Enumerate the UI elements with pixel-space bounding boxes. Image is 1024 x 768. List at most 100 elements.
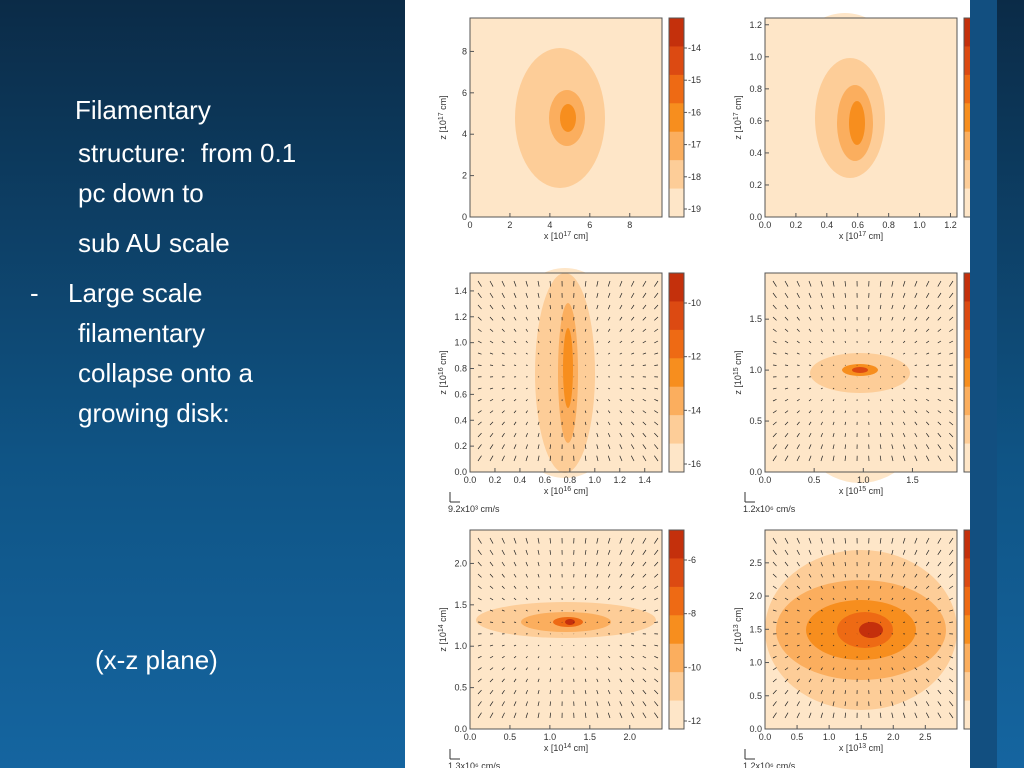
velocity-vector xyxy=(820,444,823,450)
velocity-vector xyxy=(501,549,505,555)
velocity-vector xyxy=(772,573,777,578)
velocity-vector xyxy=(513,352,517,355)
velocity-vector xyxy=(949,280,954,287)
velocity-vector xyxy=(914,689,918,695)
y-tick-label: 0.6 xyxy=(749,116,762,126)
velocity-vector xyxy=(654,689,659,695)
velocity-vector xyxy=(796,644,800,647)
plot-frame xyxy=(764,17,958,218)
velocity-vector xyxy=(596,609,599,612)
velocity-vector xyxy=(513,537,517,544)
velocity-vector xyxy=(630,304,635,310)
velocity-vector xyxy=(879,421,882,426)
velocity-vector xyxy=(926,609,930,612)
velocity-vector xyxy=(584,701,587,707)
label-part: z [10 xyxy=(438,120,448,140)
velocity-vector xyxy=(525,328,528,332)
velocity-vector xyxy=(525,712,528,719)
colorbar-segment xyxy=(669,700,684,730)
colorbar-segment xyxy=(669,329,684,359)
velocity-vector xyxy=(844,433,846,438)
velocity-vector xyxy=(902,421,906,426)
velocity-vector xyxy=(525,667,528,671)
velocity-vector xyxy=(489,537,494,544)
velocity-vector xyxy=(796,689,800,695)
velocity-vector xyxy=(642,644,647,647)
velocity-vector xyxy=(832,352,835,355)
contour xyxy=(852,367,868,373)
y-tick-label: 0.8 xyxy=(454,364,467,374)
velocity-vector xyxy=(596,712,599,719)
velocity-vector xyxy=(642,280,647,287)
velocity-vector xyxy=(596,690,599,695)
velocity-vector xyxy=(902,280,906,287)
contour xyxy=(563,328,573,408)
velocity-vector xyxy=(630,561,635,567)
velocity-vector xyxy=(619,667,623,671)
velocity-vector xyxy=(513,399,517,402)
velocity-vector xyxy=(477,292,482,299)
velocity-vector xyxy=(513,455,517,462)
velocity-vector xyxy=(808,280,812,287)
colorbar-frame xyxy=(668,17,685,218)
velocity-vector xyxy=(525,656,528,659)
velocity-vector xyxy=(549,421,551,426)
velocity-vector xyxy=(537,667,540,671)
velocity-vector xyxy=(525,304,528,310)
label-part: z [10 xyxy=(438,632,448,652)
velocity-vector xyxy=(549,444,551,450)
velocity-vector xyxy=(772,667,777,671)
velocity-vector xyxy=(914,585,918,589)
velocity-vector xyxy=(537,352,540,355)
x-tick-label: 2.5 xyxy=(919,732,932,742)
velocity-vector xyxy=(549,280,551,287)
velocity-vector xyxy=(654,399,659,402)
velocity-vector xyxy=(926,678,930,683)
velocity-vector xyxy=(796,597,800,601)
text-line: filamentary xyxy=(78,318,206,348)
velocity-vector xyxy=(796,712,800,719)
velocity-vector xyxy=(619,585,623,589)
velocity-vector xyxy=(949,328,954,332)
colorbar-segment xyxy=(669,18,684,47)
velocity-vector xyxy=(820,455,823,462)
velocity-vector xyxy=(477,537,482,544)
y-tick-label: 2.5 xyxy=(749,558,762,568)
arrow-scale xyxy=(449,492,460,503)
velocity-vector xyxy=(477,573,482,578)
velocity-vector xyxy=(489,585,494,589)
velocity-vector xyxy=(820,537,823,544)
velocity-vector xyxy=(820,340,823,344)
velocity-vector xyxy=(477,656,482,659)
velocity-vector xyxy=(513,585,517,589)
velocity-vector xyxy=(607,280,611,287)
y-tick-label: 1.5 xyxy=(749,624,762,634)
velocity-vector xyxy=(772,399,777,402)
velocity-vector xyxy=(489,644,494,647)
y-tick-label: 1.0 xyxy=(749,365,762,375)
colorbar-label: -6 xyxy=(688,555,696,565)
velocity-vector xyxy=(525,340,528,344)
velocity-vector xyxy=(784,561,789,567)
velocity-vector xyxy=(501,644,505,647)
velocity-vector xyxy=(902,667,906,671)
velocity-vector xyxy=(477,340,482,344)
velocity-vector xyxy=(642,573,647,578)
velocity-vector xyxy=(844,549,846,555)
velocity-vector xyxy=(607,597,611,601)
velocity-vector xyxy=(489,316,494,321)
velocity-vector xyxy=(937,304,942,310)
velocity-vector xyxy=(619,609,623,612)
velocity-vector xyxy=(537,678,540,683)
velocity-vector xyxy=(937,667,942,671)
velocity-vector xyxy=(926,597,930,601)
velocity-vector xyxy=(925,444,930,450)
velocity-vector xyxy=(832,316,835,321)
velocity-vector xyxy=(501,328,505,332)
y-axis-label: z [1016 cm] xyxy=(438,350,449,394)
plot-frame xyxy=(469,529,663,730)
velocity-vector xyxy=(844,455,846,462)
velocity-vector xyxy=(607,537,611,544)
x-tick-label: 1.0 xyxy=(589,475,602,485)
velocity-vector xyxy=(619,678,623,683)
